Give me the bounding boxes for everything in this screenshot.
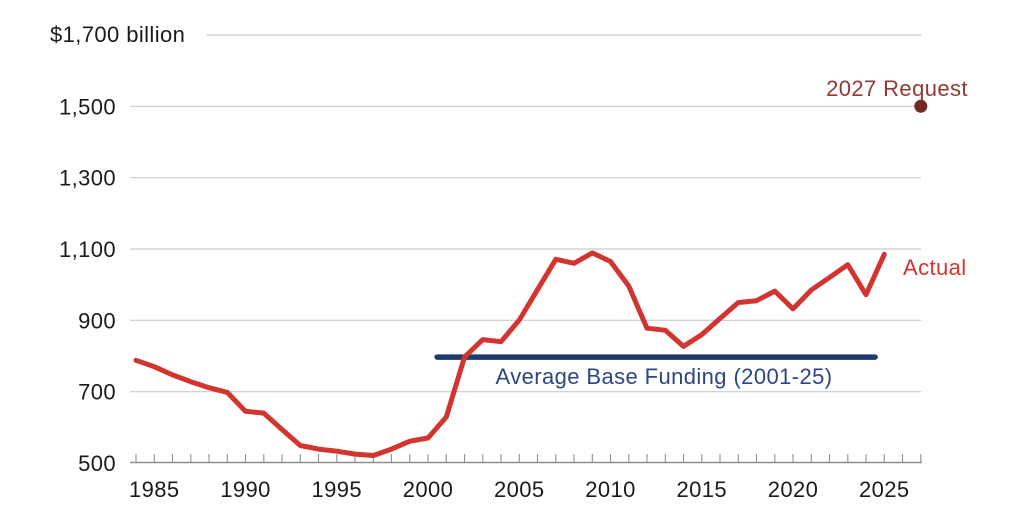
request-label: 2027 Request [826, 76, 968, 101]
average-base-funding-label: Average Base Funding (2001-25) [496, 364, 833, 389]
x-axis [130, 454, 922, 464]
y-axis-labels: 500 700 900 1,100 1,300 1,500 [59, 94, 116, 476]
actual-line [133, 250, 887, 458]
y-tick-label: 900 [78, 308, 116, 333]
y-tick-label: 1,300 [59, 166, 116, 191]
x-tick-label: 1985 [129, 477, 180, 502]
y-tick-label: 500 [78, 451, 116, 476]
x-tick-label: 2000 [403, 477, 454, 502]
gridlines [130, 34, 921, 393]
x-tick-label: 2025 [859, 477, 910, 502]
x-tick-label: 1990 [220, 477, 271, 502]
y-axis-top-label: $1,700 billion [50, 22, 185, 47]
y-tick-label: 700 [78, 380, 116, 405]
x-tick-label: 1995 [312, 477, 363, 502]
x-axis-labels: 1985 1990 1995 2000 2005 2010 2015 2020 2025 [129, 477, 910, 502]
x-tick-label: 2015 [677, 477, 728, 502]
actual-label: Actual [903, 255, 967, 280]
y-tick-label: 1,100 [59, 237, 116, 262]
x-tick-label: 2020 [768, 477, 819, 502]
request-dot [914, 99, 928, 113]
x-tick-label: 2005 [494, 477, 545, 502]
y-tick-label: 1,500 [59, 94, 116, 119]
x-tick-label: 2010 [585, 477, 636, 502]
